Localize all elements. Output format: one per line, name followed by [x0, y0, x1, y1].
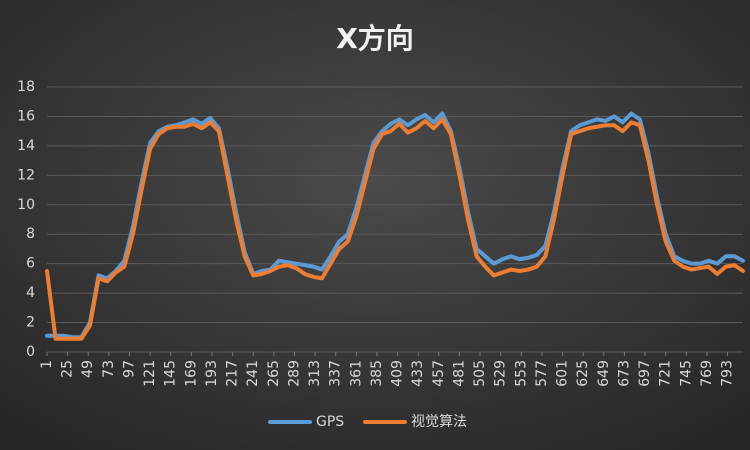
x-tick-label: 145: [163, 360, 179, 387]
y-tick-label: 6: [26, 256, 35, 272]
x-tick-label: 457: [431, 360, 447, 387]
y-tick-label: 18: [17, 79, 35, 95]
x-tick-label: 169: [183, 360, 199, 387]
x-tick-label: 337: [328, 360, 344, 387]
x-tick-label: 625: [575, 360, 591, 387]
x-tick-label: 481: [451, 360, 467, 387]
x-tick-label: 49: [80, 360, 96, 378]
y-tick-label: 10: [17, 197, 35, 213]
x-tick-label: 193: [204, 360, 220, 387]
y-tick-label: 0: [26, 344, 35, 360]
x-tick-label: 529: [493, 360, 509, 387]
chart-title: X方向: [336, 22, 414, 55]
legend-label: 视觉算法: [411, 414, 467, 430]
x-tick-label: 577: [534, 360, 550, 387]
x-tick-label: 649: [596, 360, 612, 387]
x-tick-label: 217: [225, 360, 241, 387]
y-tick-label: 4: [26, 285, 35, 301]
x-tick-label: 769: [699, 360, 715, 387]
x-tick-label: 265: [266, 360, 282, 387]
x-tick-label: 745: [678, 360, 694, 387]
x-tick-label: 505: [472, 360, 488, 387]
x-tick-label: 409: [390, 360, 406, 387]
x-tick-label: 121: [142, 360, 158, 387]
x-tick-label: 553: [513, 360, 529, 387]
x-tick-label: 361: [348, 360, 364, 387]
x-tick-label: 433: [410, 360, 426, 387]
x-tick-label: 385: [369, 360, 385, 387]
y-tick-label: 16: [17, 108, 35, 124]
x-tick-label: 241: [245, 360, 261, 387]
series-line: [45, 117, 745, 341]
x-tick-label: 721: [658, 360, 674, 387]
x-tick-label: 313: [307, 360, 323, 387]
x-tick-label: 25: [60, 360, 76, 378]
x-tick-label: 289: [286, 360, 302, 387]
y-tick-label: 14: [17, 138, 35, 154]
x-tick-label: 601: [555, 360, 571, 387]
y-tick-label: 8: [26, 226, 35, 242]
x-tick-label: 97: [121, 360, 137, 378]
y-tick-label: 2: [26, 315, 35, 331]
legend-label: GPS: [316, 414, 344, 430]
x-tick-label: 793: [720, 360, 736, 387]
x-tick-label: 73: [101, 360, 117, 378]
y-tick-label: 12: [17, 167, 35, 183]
x-tick-label: 697: [637, 360, 653, 387]
x-tick-label: 673: [616, 360, 632, 387]
x-tick-label: 1: [39, 360, 55, 369]
